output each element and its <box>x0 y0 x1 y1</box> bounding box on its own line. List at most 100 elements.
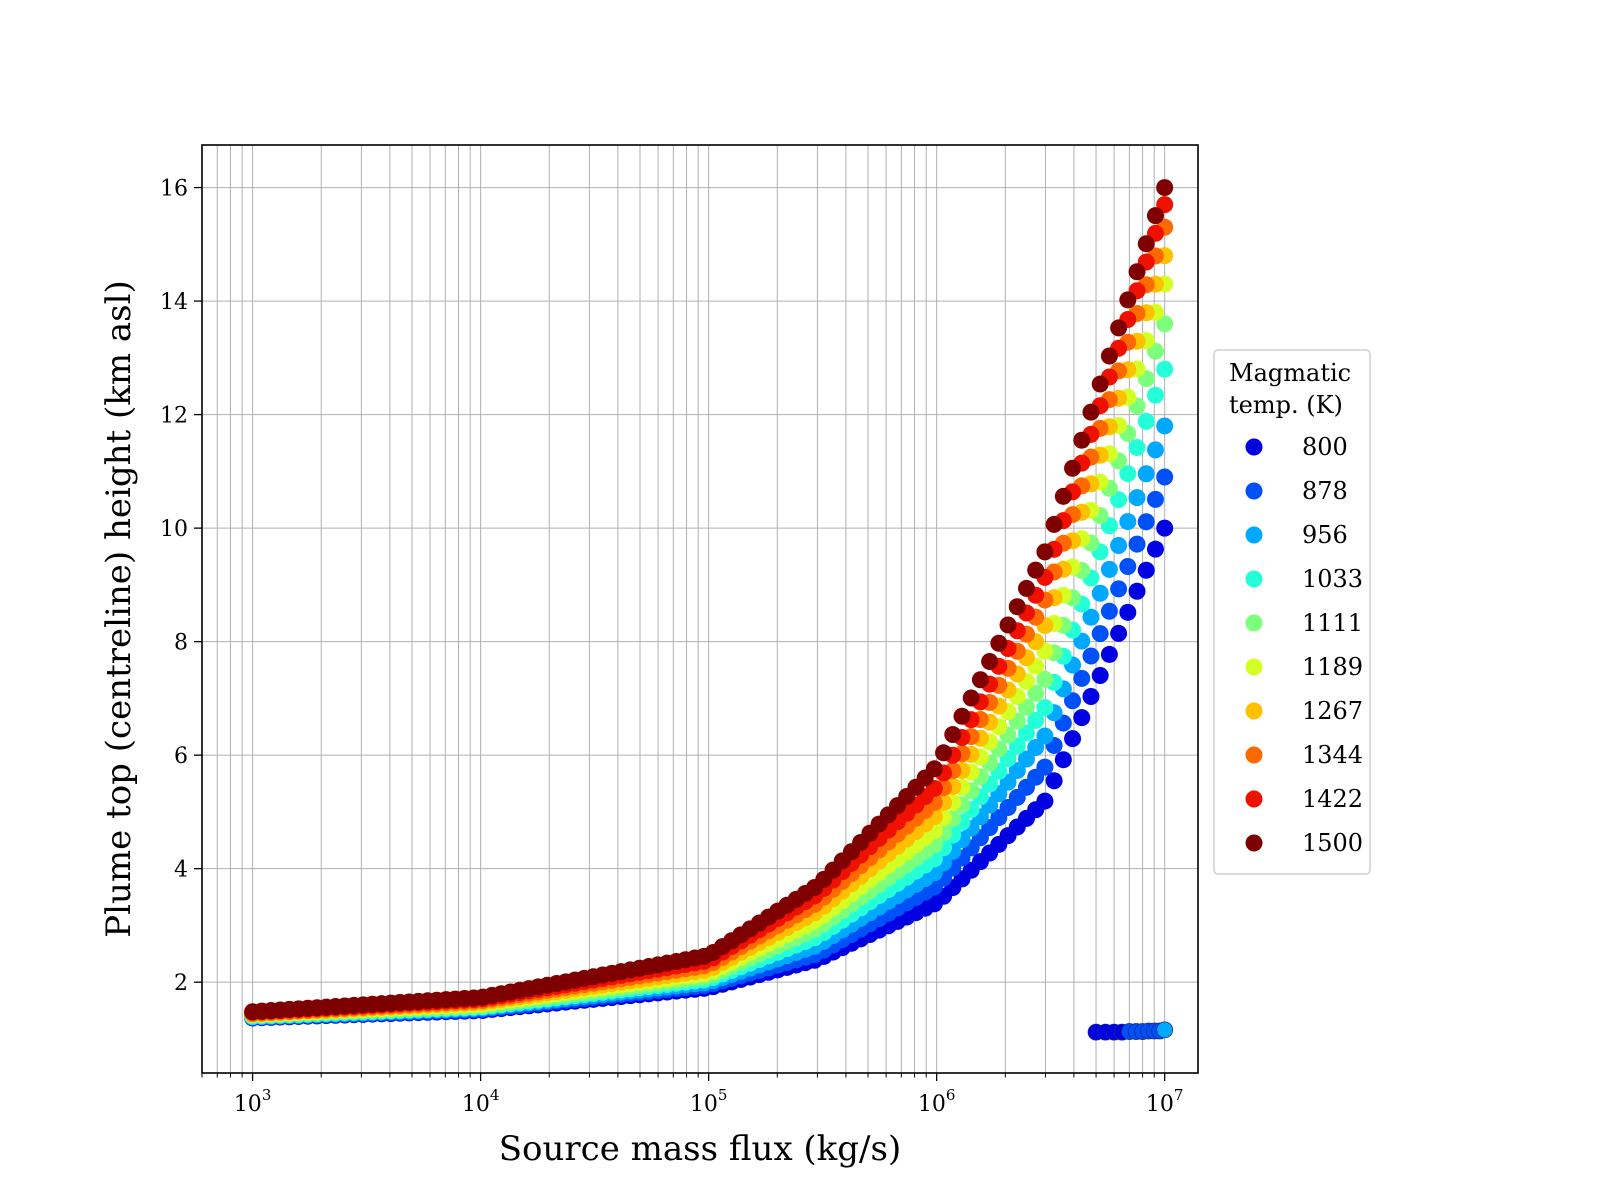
legend-marker <box>1245 702 1263 720</box>
data-point <box>1110 319 1128 337</box>
legend-marker <box>1245 790 1263 808</box>
data-point <box>1128 263 1146 281</box>
y-tick-label: 12 <box>160 404 188 429</box>
data-point <box>1082 688 1100 706</box>
x-tick-label: 105 <box>690 1086 728 1117</box>
legend-label: 1111 <box>1302 609 1363 637</box>
data-point <box>1146 207 1164 225</box>
data-point <box>1054 751 1072 769</box>
legend-entry: 1500 <box>1245 829 1363 857</box>
y-tick-label: 14 <box>160 290 188 315</box>
data-point <box>1045 515 1063 533</box>
axis-ticks: 2 4 6 8 10 12 14 16 103 104 105 106 107 <box>160 177 1183 1117</box>
data-point <box>1036 670 1054 688</box>
grid-lines <box>201 145 1198 1073</box>
data-point <box>1017 579 1035 597</box>
x-axis-label: Source mass flux (kg/s) <box>499 1129 901 1169</box>
data-point <box>1146 490 1164 508</box>
data-point <box>1073 669 1091 687</box>
legend-entry: 1267 <box>1245 697 1363 725</box>
data-point <box>1100 347 1118 365</box>
data-point <box>1110 491 1128 509</box>
data-point <box>1137 235 1155 253</box>
data-point <box>1100 560 1118 578</box>
legend-label: 1033 <box>1302 565 1363 593</box>
data-point <box>1091 666 1109 684</box>
data-point <box>1128 489 1146 507</box>
data-point <box>1017 724 1035 742</box>
x-tick-label: 103 <box>234 1086 272 1117</box>
legend-marker <box>1245 658 1263 676</box>
data-point <box>1146 441 1164 459</box>
data-point <box>1064 692 1082 710</box>
legend-entry: 800 <box>1245 433 1348 461</box>
data-point <box>1119 465 1137 483</box>
data-point <box>1128 535 1146 553</box>
data-point <box>1054 487 1072 505</box>
data-point <box>953 707 971 725</box>
data-point <box>1110 536 1128 554</box>
data-point <box>1073 709 1091 727</box>
legend-label: 1422 <box>1302 785 1363 813</box>
x-tick-label: 107 <box>1146 1086 1184 1117</box>
legend-marker <box>1245 614 1263 632</box>
data-point <box>1017 750 1035 768</box>
data-point <box>962 689 980 707</box>
data-point <box>1064 730 1082 748</box>
legend-entry: 1033 <box>1245 565 1363 593</box>
data-point <box>1110 624 1128 642</box>
data-point <box>1100 645 1118 663</box>
data-points <box>244 179 1174 1041</box>
data-point <box>1027 711 1045 729</box>
legend-entry: 1344 <box>1245 741 1363 769</box>
y-tick-label: 2 <box>174 971 188 996</box>
legend-label: 800 <box>1302 433 1348 461</box>
plot-frame <box>201 144 1199 1074</box>
series-1500 <box>244 179 1174 1021</box>
data-point <box>981 652 999 670</box>
legend-label: 1344 <box>1302 741 1363 769</box>
y-axis-label: Plume top (centreline) height (km asl) <box>99 280 139 938</box>
data-point <box>1119 291 1137 309</box>
data-point <box>990 634 1008 652</box>
legend-entries: 800 878 956 1033 1111 1189 1267 1344 1422 1500 <box>1245 433 1363 857</box>
data-point <box>1036 727 1054 745</box>
data-point <box>1156 519 1174 537</box>
y-tick-label: 8 <box>174 631 188 656</box>
data-point <box>971 671 989 689</box>
legend-marker <box>1245 438 1263 456</box>
data-point <box>1036 699 1054 717</box>
legend-title-line-1: Magmatic <box>1229 359 1351 387</box>
data-point <box>1091 375 1109 393</box>
legend-entry: 1422 <box>1245 785 1363 813</box>
data-point <box>1156 417 1174 435</box>
data-point <box>1036 543 1054 561</box>
y-tick-label: 10 <box>160 517 188 542</box>
data-point <box>1027 684 1045 702</box>
legend-label: 1189 <box>1302 653 1363 681</box>
data-point <box>1156 468 1174 486</box>
legend: Magmatic temp. (K) 800 878 956 1033 1111 1189… <box>1213 349 1371 875</box>
data-point <box>935 744 953 762</box>
data-point <box>1036 792 1054 810</box>
legend-marker <box>1245 526 1263 544</box>
data-point <box>1137 412 1155 430</box>
data-point <box>1119 603 1137 621</box>
legend-entry: 1189 <box>1245 653 1363 681</box>
data-point <box>1027 561 1045 579</box>
data-point <box>1036 758 1054 776</box>
legend-entry: 956 <box>1245 521 1348 549</box>
legend-entry: 1111 <box>1245 609 1363 637</box>
data-point <box>1100 602 1118 620</box>
data-point <box>1137 561 1155 579</box>
data-point <box>944 726 962 744</box>
data-point <box>1119 558 1137 576</box>
data-point <box>1110 580 1128 598</box>
outlier-points <box>1087 1021 1174 1041</box>
data-point <box>999 616 1017 634</box>
data-point <box>1156 315 1174 333</box>
data-point <box>1082 403 1100 421</box>
outlier-point <box>1156 1021 1174 1039</box>
data-point <box>1137 513 1155 531</box>
data-point <box>1008 598 1026 616</box>
